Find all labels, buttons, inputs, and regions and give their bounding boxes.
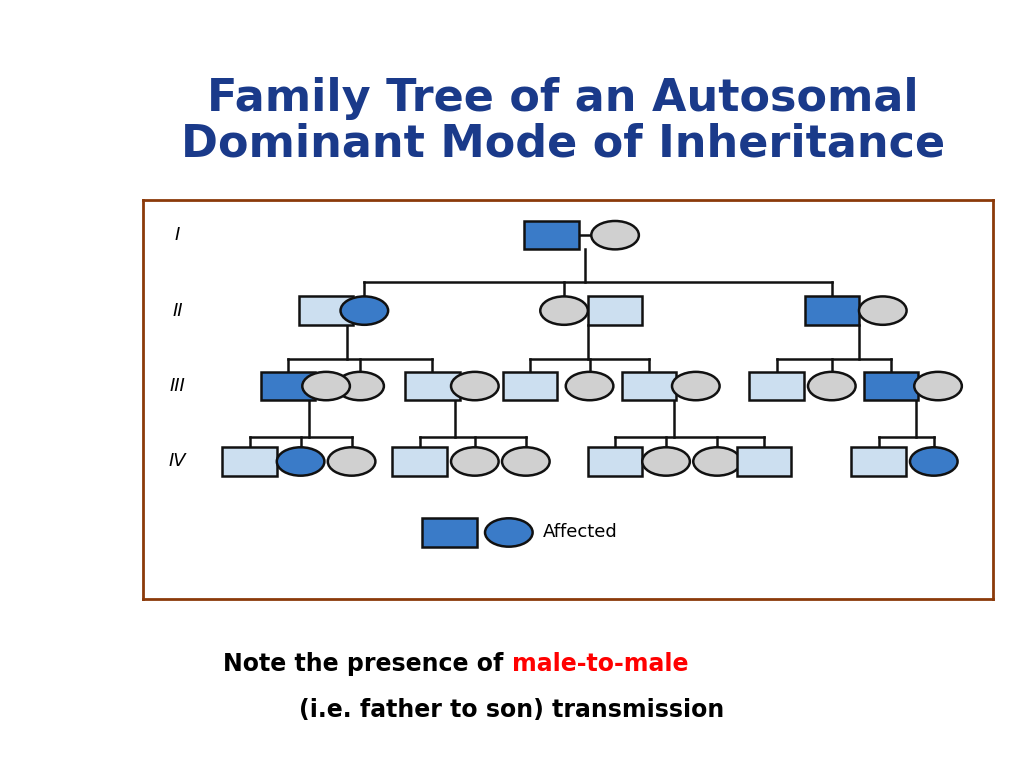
Text: Dominant Mode of Inheritance: Dominant Mode of Inheritance [181,123,945,166]
Ellipse shape [859,296,906,325]
Text: Note the presence of: Note the presence of [223,652,512,677]
Ellipse shape [336,372,384,400]
Ellipse shape [276,447,325,475]
Text: male-to-male: male-to-male [512,652,688,677]
FancyBboxPatch shape [736,447,791,475]
Ellipse shape [591,221,639,250]
Text: IV: IV [169,452,186,471]
Ellipse shape [910,447,957,475]
FancyBboxPatch shape [406,372,460,400]
Ellipse shape [642,447,690,475]
Ellipse shape [693,447,740,475]
Ellipse shape [451,447,499,475]
Ellipse shape [451,372,499,400]
Ellipse shape [341,296,388,325]
Ellipse shape [914,372,962,400]
FancyBboxPatch shape [750,372,804,400]
Text: Family Tree of an Autosomal: Family Tree of an Autosomal [208,77,919,120]
Ellipse shape [541,296,588,325]
Ellipse shape [485,518,532,547]
Text: I: I [175,227,180,244]
Ellipse shape [502,447,550,475]
Ellipse shape [672,372,720,400]
FancyBboxPatch shape [261,372,315,400]
FancyBboxPatch shape [503,372,557,400]
Ellipse shape [808,372,856,400]
FancyBboxPatch shape [622,372,676,400]
Text: III: III [170,377,185,395]
FancyBboxPatch shape [588,447,642,475]
FancyBboxPatch shape [222,447,276,475]
FancyBboxPatch shape [299,296,353,325]
FancyBboxPatch shape [422,518,476,547]
Ellipse shape [302,372,350,400]
Ellipse shape [328,447,376,475]
Ellipse shape [566,372,613,400]
FancyBboxPatch shape [864,372,919,400]
Text: (i.e. father to son) transmission: (i.e. father to son) transmission [299,698,725,723]
FancyBboxPatch shape [851,447,906,475]
FancyBboxPatch shape [805,296,859,325]
FancyBboxPatch shape [524,221,579,250]
Text: Affected: Affected [543,524,617,541]
FancyBboxPatch shape [392,447,446,475]
Text: II: II [172,302,182,319]
FancyBboxPatch shape [588,296,642,325]
